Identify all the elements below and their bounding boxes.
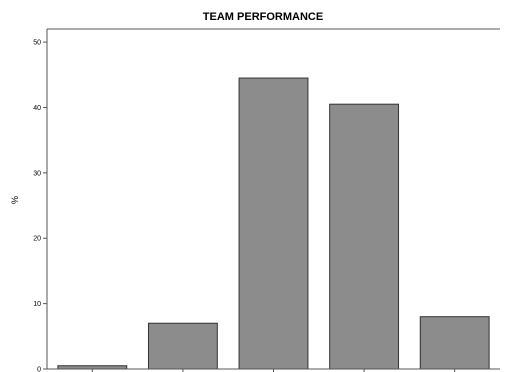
bars-group (57, 77, 490, 370)
y-tick-label: 40 (33, 105, 41, 112)
y-tick-label: 10 (33, 301, 41, 308)
bar-3 (238, 77, 309, 370)
y-tick-label: 50 (33, 40, 41, 47)
bar-2 (147, 322, 218, 370)
y-axis: 0 10 20 30 40 50 (33, 40, 47, 372)
bar-4 (329, 103, 400, 370)
y-tick-label: 20 (33, 236, 41, 243)
y-tick-label: 30 (33, 170, 41, 177)
y-axis-label: % (10, 196, 20, 204)
bar-5 (419, 316, 490, 370)
y-tick-label: 0 (37, 367, 41, 372)
chart-title: TEAM PERFORMANCE (203, 11, 323, 23)
